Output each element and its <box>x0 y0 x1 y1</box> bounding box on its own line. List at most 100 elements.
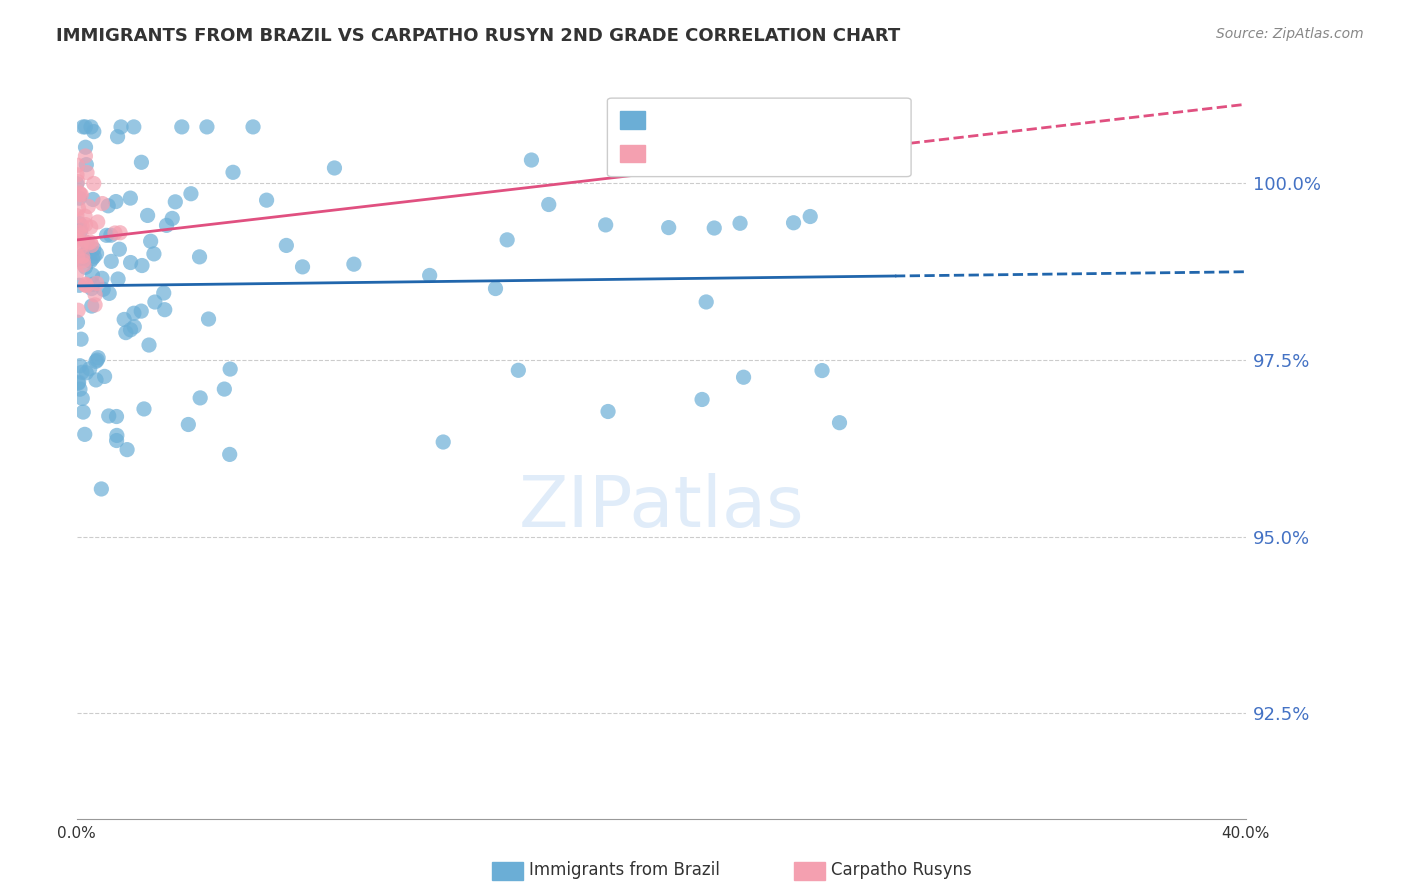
Point <box>73 251 96 265</box>
Point <box>91 196 114 211</box>
Point <box>138 338 160 352</box>
Point <box>155 219 177 233</box>
Point <box>153 302 176 317</box>
Point <box>83 125 105 139</box>
Point <box>70 219 93 233</box>
Text: 42: 42 <box>773 143 797 161</box>
Point <box>79 361 101 376</box>
Point <box>132 401 155 416</box>
Point <box>82 268 104 282</box>
Point <box>75 366 97 380</box>
Point <box>91 271 114 285</box>
Point <box>124 319 146 334</box>
Text: N =: N = <box>741 110 778 128</box>
Point <box>70 187 93 202</box>
Point <box>66 168 89 182</box>
Point <box>115 326 138 340</box>
Point <box>67 303 90 318</box>
Point <box>79 254 101 268</box>
Point <box>152 285 174 300</box>
Point <box>256 193 278 207</box>
Point <box>75 140 97 154</box>
Point <box>105 409 128 424</box>
Point <box>73 209 96 223</box>
Point <box>596 404 619 418</box>
Point <box>90 482 112 496</box>
Point <box>177 417 200 432</box>
Point <box>82 252 104 266</box>
Point <box>76 278 98 293</box>
Point <box>80 220 103 235</box>
Text: N =: N = <box>741 143 778 161</box>
Point <box>75 120 97 134</box>
Point <box>66 234 89 248</box>
Point <box>66 266 89 280</box>
Point <box>107 272 129 286</box>
Point <box>884 154 907 169</box>
Point <box>66 158 89 172</box>
Point <box>67 376 90 391</box>
Point <box>75 277 97 292</box>
Point <box>197 312 219 326</box>
Point <box>69 217 91 231</box>
Point <box>219 362 242 376</box>
Point <box>323 161 346 175</box>
Point <box>104 226 127 240</box>
Point <box>139 234 162 248</box>
Point <box>97 409 120 423</box>
Point <box>87 351 110 365</box>
Point <box>75 277 97 292</box>
Point <box>86 246 108 260</box>
Point <box>782 216 804 230</box>
Point <box>120 191 142 205</box>
Point <box>80 281 103 295</box>
Point <box>695 295 717 310</box>
Point <box>67 376 90 390</box>
Point <box>690 392 713 407</box>
Point <box>66 209 89 223</box>
Point <box>595 218 617 232</box>
Point <box>67 186 90 200</box>
Point <box>75 149 97 163</box>
Text: 0.024: 0.024 <box>685 110 737 128</box>
Point <box>520 153 543 167</box>
Point <box>66 177 89 191</box>
Point <box>496 233 519 247</box>
Point <box>733 370 755 384</box>
Point <box>811 363 834 377</box>
Point <box>432 435 454 450</box>
Text: R =: R = <box>654 143 690 161</box>
Point <box>188 250 211 264</box>
Point <box>84 298 107 312</box>
Point <box>66 249 89 263</box>
Point <box>72 120 94 134</box>
Point <box>70 235 93 250</box>
Point <box>80 299 103 313</box>
Point <box>291 260 314 274</box>
Point <box>66 231 89 245</box>
Point <box>100 228 122 243</box>
Point <box>98 286 121 301</box>
Point <box>72 405 94 419</box>
Point <box>67 191 90 205</box>
Point <box>86 215 108 229</box>
Point <box>188 391 211 405</box>
Point <box>72 249 94 263</box>
Point <box>70 227 93 242</box>
Text: R =: R = <box>654 110 690 128</box>
Point <box>728 216 751 230</box>
Point <box>86 277 108 291</box>
Point <box>80 238 103 252</box>
Point <box>108 226 131 240</box>
Point <box>76 166 98 180</box>
Point <box>97 199 120 213</box>
Point <box>75 218 97 232</box>
Text: Source: ZipAtlas.com: Source: ZipAtlas.com <box>1216 27 1364 41</box>
Point <box>343 257 366 271</box>
Point <box>120 255 142 269</box>
Point <box>82 277 104 292</box>
Point <box>73 247 96 261</box>
Point <box>67 278 90 293</box>
Point <box>73 258 96 272</box>
Point <box>69 359 91 373</box>
